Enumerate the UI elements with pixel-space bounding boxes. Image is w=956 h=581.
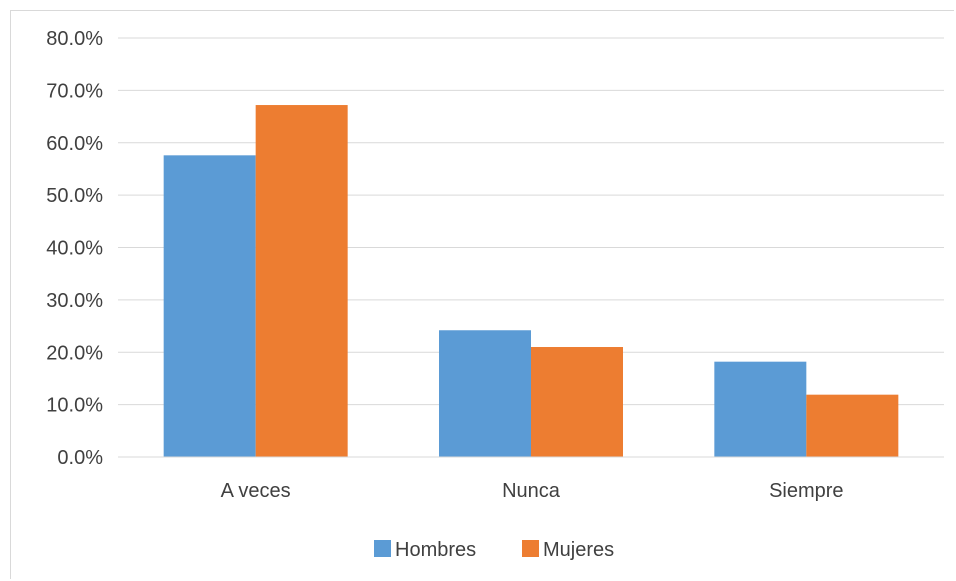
bar-hombres-0: [163, 155, 256, 457]
bar-hombres-1: [439, 330, 531, 457]
x-tick-label: Siempre: [769, 480, 843, 502]
bars: [163, 105, 899, 457]
x-axis-ticks: A veces Nunca Siempre: [221, 480, 844, 502]
bar-mujeres-2: [806, 394, 899, 457]
legend-swatch-hombres: [374, 540, 391, 557]
y-tick-label: 10.0%: [46, 395, 103, 417]
y-axis-ticks: 0.0% 10.0% 20.0% 30.0% 40.0% 50.0% 60.0% 70.0% 8…: [46, 28, 103, 469]
y-tick-label: 80.0%: [46, 28, 103, 50]
bar-mujeres-1: [531, 347, 623, 457]
legend-swatch-mujeres: [522, 540, 539, 557]
y-tick-label: 50.0%: [46, 185, 103, 207]
legend-label-mujeres: Mujeres: [543, 539, 614, 561]
bar-hombres-2: [714, 361, 807, 457]
y-tick-label: 0.0%: [57, 447, 103, 469]
x-tick-label: Nunca: [502, 480, 561, 502]
x-tick-label: A veces: [221, 480, 291, 502]
y-tick-label: 30.0%: [46, 290, 103, 312]
y-tick-label: 40.0%: [46, 238, 103, 260]
bar-mujeres-0: [255, 105, 348, 457]
chart-frame: [10, 10, 954, 579]
y-tick-label: 70.0%: [46, 80, 103, 102]
y-tick-label: 20.0%: [46, 342, 103, 364]
legend: Hombres Mujeres: [374, 539, 614, 561]
y-tick-label: 60.0%: [46, 133, 103, 155]
legend-label-hombres: Hombres: [395, 539, 476, 561]
